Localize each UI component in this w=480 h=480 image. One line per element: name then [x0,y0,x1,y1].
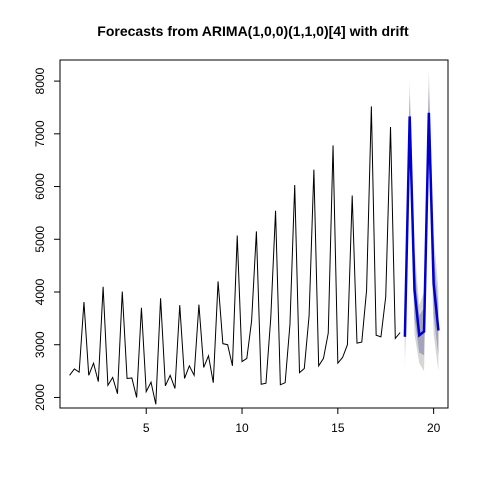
y-tick-label: 3000 [33,331,47,358]
x-tick-label: 15 [331,421,345,435]
x-tick-label: 5 [143,421,150,435]
y-tick-label: 5000 [33,226,47,253]
y-axis: 2000 3000 4000 5000 6000 7000 8000 [33,67,61,411]
x-tick-label: 10 [235,421,249,435]
history-line [69,106,401,405]
chart-title: Forecasts from ARIMA(1,0,0)(1,1,0)[4] wi… [97,23,409,39]
y-tick-label: 2000 [33,384,47,411]
y-tick-label: 7000 [33,120,47,147]
series-lines [69,106,440,405]
forecast-line [403,112,440,338]
y-tick-label: 4000 [33,278,47,305]
y-tick-label: 6000 [33,173,47,200]
y-tick-label: 8000 [33,67,47,94]
x-tick-label: 20 [427,421,441,435]
x-axis: 5 10 15 20 [143,407,441,435]
